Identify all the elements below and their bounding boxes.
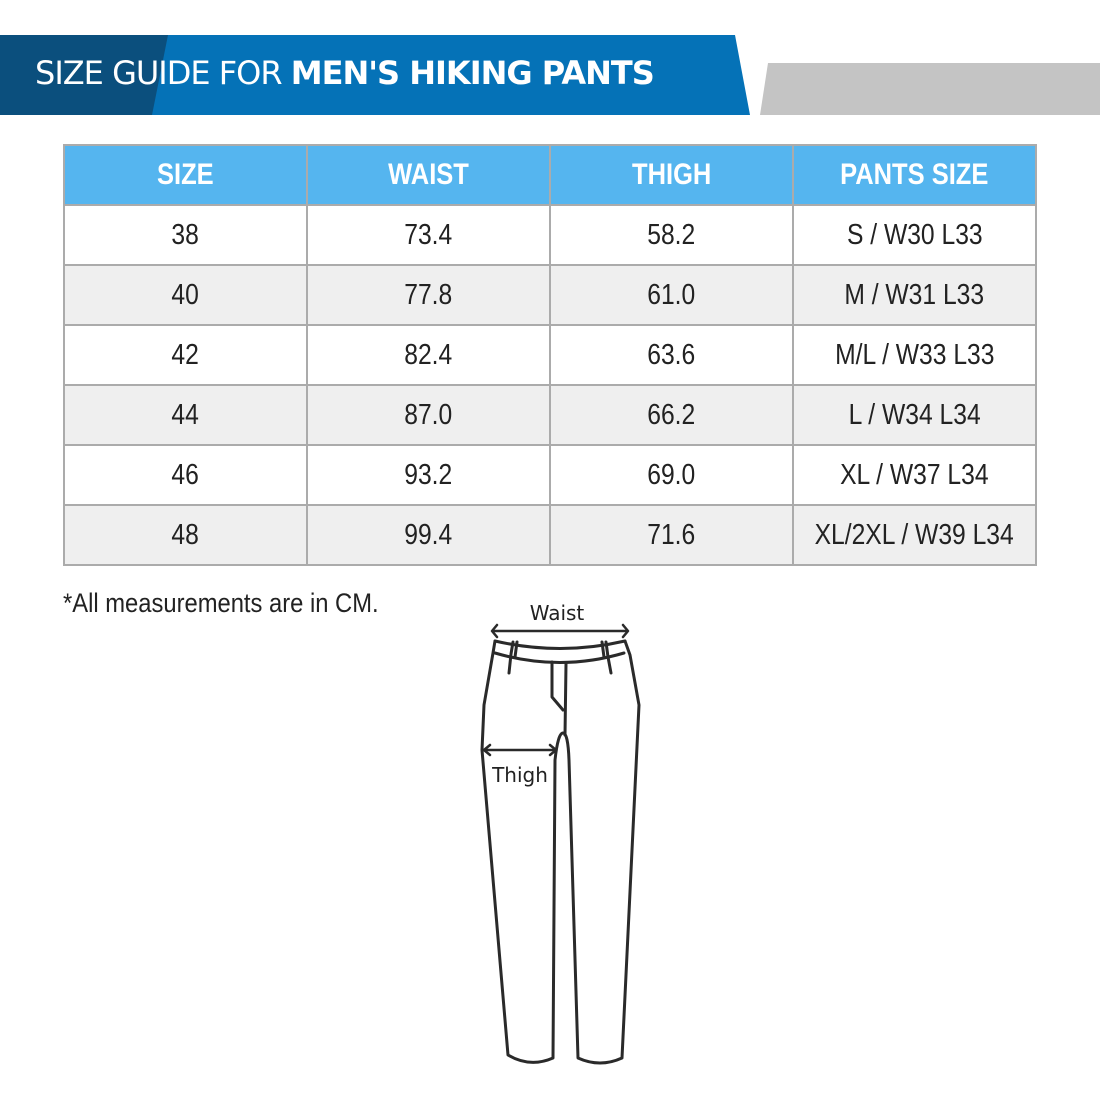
cell-thigh: 66.2 — [549, 384, 794, 446]
cell-size: 40 — [63, 264, 308, 326]
table-row: 46 93.2 69.0 XL / W37 L34 — [63, 444, 1037, 506]
header-pants-size: PANTS SIZE — [792, 144, 1037, 206]
title-bold: MEN'S HIKING PANTS — [290, 54, 655, 92]
title-light: SIZE GUIDE FOR — [35, 54, 291, 92]
cell-size: 46 — [63, 444, 308, 506]
table-row: 40 77.8 61.0 M / W31 L33 — [63, 264, 1037, 326]
cell-size: 48 — [63, 504, 308, 566]
cell-waist: 82.4 — [306, 324, 551, 386]
table-row: 38 73.4 58.2 S / W30 L33 — [63, 204, 1037, 266]
table-row: 42 82.4 63.6 M/L / W33 L33 — [63, 324, 1037, 386]
cell-thigh: 69.0 — [549, 444, 794, 506]
cell-pants-size: XL / W37 L34 — [792, 444, 1037, 506]
size-table: SIZE WAIST THIGH PANTS SIZE 38 73.4 58.2 S … — [63, 144, 1037, 566]
cell-pants-size: XL/2XL / W39 L34 — [792, 504, 1037, 566]
header-size: SIZE — [63, 144, 308, 206]
header-thigh: THIGH — [549, 144, 794, 206]
cell-pants-size: L / W34 L34 — [792, 384, 1037, 446]
measurement-note: *All measurements are in CM. — [63, 588, 379, 618]
banner-blue — [0, 35, 750, 115]
pants-outline — [480, 639, 641, 1065]
table-row: 44 87.0 66.2 L / W34 L34 — [63, 384, 1037, 446]
cell-size: 38 — [63, 204, 308, 266]
cell-waist: 93.2 — [306, 444, 551, 506]
cell-waist: 77.8 — [306, 264, 551, 326]
cell-thigh: 71.6 — [549, 504, 794, 566]
thigh-label: Thigh — [491, 763, 548, 787]
table-header-row: SIZE WAIST THIGH PANTS SIZE — [63, 144, 1037, 206]
page-title: SIZE GUIDE FOR MEN'S HIKING PANTS — [35, 54, 655, 92]
cell-pants-size: M/L / W33 L33 — [792, 324, 1037, 386]
cell-thigh: 61.0 — [549, 264, 794, 326]
cell-waist: 73.4 — [306, 204, 551, 266]
title-banner — [0, 35, 1100, 115]
thigh-arrow — [482, 743, 558, 757]
header-waist: WAIST — [306, 144, 551, 206]
cell-size: 42 — [63, 324, 308, 386]
waist-label: Waist — [530, 601, 585, 625]
cell-pants-size: M / W31 L33 — [792, 264, 1037, 326]
banner-gray-bar — [760, 63, 1100, 115]
cell-thigh: 58.2 — [549, 204, 794, 266]
cell-size: 44 — [63, 384, 308, 446]
cell-waist: 99.4 — [306, 504, 551, 566]
table-row: 48 99.4 71.6 XL/2XL / W39 L34 — [63, 504, 1037, 566]
cell-waist: 87.0 — [306, 384, 551, 446]
cell-thigh: 63.6 — [549, 324, 794, 386]
cell-pants-size: S / W30 L33 — [792, 204, 1037, 266]
waist-arrow — [490, 623, 630, 639]
banner-dark — [0, 35, 168, 115]
